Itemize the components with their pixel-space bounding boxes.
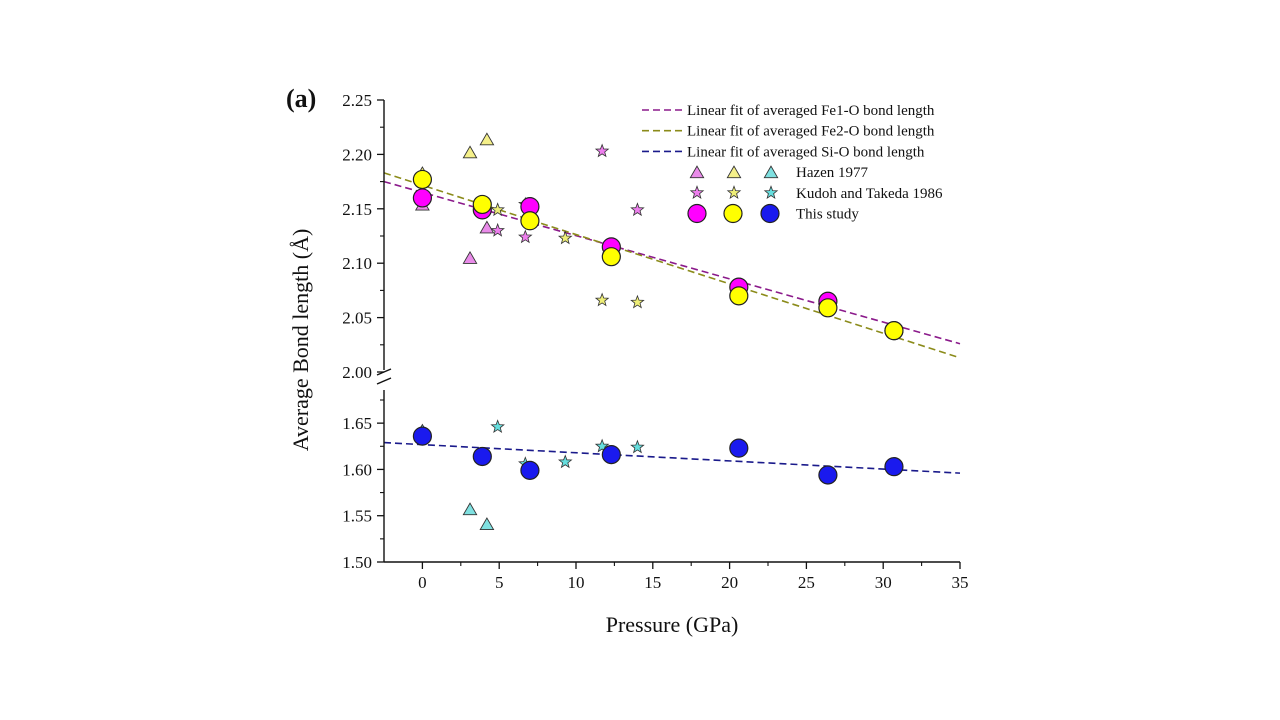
circle-point [729,286,749,306]
x-tick-label: 30 [875,573,892,592]
fit-line [383,441,961,474]
y-tick-label: 2.05 [342,309,372,328]
y-tick-label: 2.00 [342,363,372,382]
axes: 0 5 10 15 20 25 30 35 2.00 2.05 2.10 2.15 2.20 2.25 1.… [342,91,968,592]
circle-point [818,298,838,318]
circle-point [520,460,540,480]
x-tick-label: 15 [644,573,661,592]
triangle-point [479,220,495,234]
triangle-point [479,517,495,530]
star-point [490,202,505,217]
star-point [594,143,610,158]
y-tick-label: 1.55 [342,507,372,526]
y-tick-label: 1.65 [342,414,372,433]
x-tick-label: 0 [418,573,427,592]
legend-label: This study [796,207,859,223]
circle-point [412,426,432,446]
star-point [630,439,645,454]
y-tick-label: 2.25 [342,91,372,110]
x-tick-label: 10 [568,573,585,592]
y-axis-title: Average Bond length (Å) [288,229,313,452]
legend: Linear fit of averaged Fe1-O bond length… [642,103,943,224]
x-tick-label: 25 [798,573,815,592]
legend-label: Linear fit of averaged Si-O bond length [687,144,925,160]
data-points [412,132,904,530]
star-point [518,229,533,244]
legend-item: Linear fit of averaged Si-O bond length [642,144,925,160]
legend-circle-swatch [723,203,743,224]
circle-point [884,321,904,341]
circle-point [601,247,621,267]
y-tick-label: 2.20 [342,145,372,164]
circle-point [601,445,621,465]
axis-break-mark [376,377,392,385]
legend-item: Hazen 1977 [689,165,869,181]
legend-label: Hazen 1977 [796,165,869,181]
star-point [594,438,610,453]
circle-point [729,438,749,458]
circle-point [472,194,492,215]
x-tick-label: 35 [952,573,969,592]
legend-item: Linear fit of averaged Fe1-O bond length [642,103,935,119]
circle-point [412,169,432,190]
legend-label: Linear fit of averaged Fe2-O bond length [687,124,935,140]
x-tick-label: 20 [721,573,738,592]
legend-star-swatch [726,185,742,199]
legend-star-swatch [763,185,779,199]
triangle-point [462,145,478,159]
star-point [630,294,645,309]
triangle-point [462,502,478,516]
y-tick-label: 2.10 [342,254,372,273]
legend-label: Linear fit of averaged Fe1-O bond length [687,103,935,119]
fit-lines [383,172,961,474]
legend-star-swatch [689,185,705,199]
star-point [490,222,505,237]
y-tick-label: 2.15 [342,200,372,219]
legend-triangle-swatch [726,165,742,179]
legend-item: This study [687,203,859,224]
legend-triangle-swatch [689,165,705,179]
circle-point [412,188,432,208]
circle-point [884,457,904,477]
x-axis-title: Pressure (GPa) [606,612,739,637]
circle-point [472,446,492,467]
triangle-point [462,250,478,264]
legend-circle-swatch [760,203,780,224]
y-tick-label: 1.50 [342,553,372,572]
star-point [557,230,573,245]
star-point [630,202,645,217]
circle-point [818,465,838,485]
star-point [490,419,505,434]
star-point [594,292,610,307]
legend-item: Kudoh and Takeda 1986 [689,185,943,202]
legend-item: Linear fit of averaged Fe2-O bond length [642,124,935,140]
legend-triangle-swatch [763,165,779,179]
legend-circle-swatch [687,203,707,224]
panel-label: (a) [286,84,316,113]
circle-point [520,211,540,231]
star-point [557,454,573,469]
legend-label: Kudoh and Takeda 1986 [796,186,943,202]
y-tick-label: 1.60 [342,460,372,479]
triangle-point [479,132,495,146]
x-tick-label: 5 [495,573,504,592]
